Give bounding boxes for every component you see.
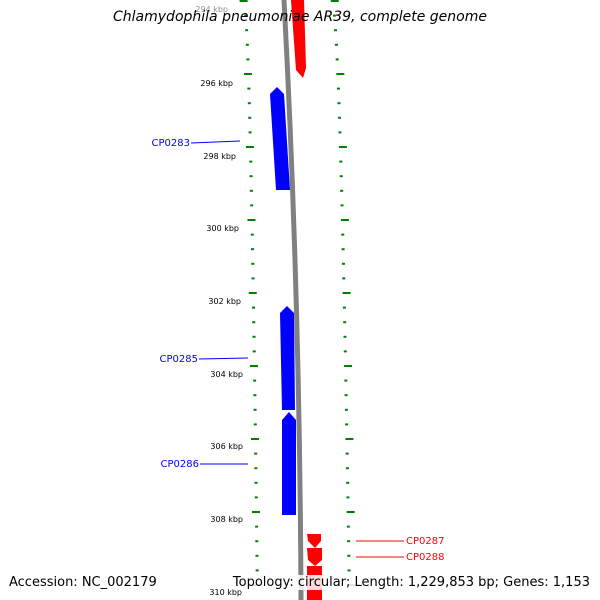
- gene-arrow-cp0286[interactable]: [282, 412, 296, 515]
- position-labels: 294 kbp 296 kbp 298 kbp 300 kbp 302 kbp …: [195, 5, 243, 597]
- kbp-label: 298 kbp: [203, 152, 236, 161]
- kbp-label: 302 kbp: [208, 297, 241, 306]
- leader-line-cp0283: [190, 140, 241, 144]
- kbp-label: 308 kbp: [210, 515, 243, 524]
- reverse-strand-features: [270, 87, 296, 515]
- kbp-label: 306 kbp: [210, 442, 243, 451]
- kbp-label: 300 kbp: [206, 224, 239, 233]
- gene-label-cp0283[interactable]: CP0283: [152, 138, 190, 149]
- gene-label-cp0288[interactable]: CP0288: [406, 552, 444, 563]
- kbp-label: 294 kbp: [195, 5, 228, 14]
- gene-arrow-cp0288[interactable]: [307, 548, 322, 566]
- genome-backbone: [281, 0, 304, 600]
- gene-labels: CP0283 CP0285 CP0286 CP0287 CP0288: [152, 138, 445, 563]
- gene-label-cp0285[interactable]: CP0285: [160, 354, 198, 365]
- kbp-label: 296 kbp: [200, 79, 233, 88]
- genome-summary-label: Topology: circular; Length: 1,229,853 bp…: [232, 575, 590, 590]
- kbp-label: 304 kbp: [210, 370, 243, 379]
- kbp-label: 310 kbp: [209, 588, 242, 597]
- gene-arrow-forward-top[interactable]: [291, 0, 306, 78]
- accession-label: Accession: NC_002179: [9, 575, 157, 590]
- leader-line-cp0285: [198, 357, 249, 360]
- map-title: Chlamydophila pneumoniae AR39, complete …: [113, 9, 487, 25]
- inner-tick-ring: [239, 0, 261, 586]
- gene-label-cp0287[interactable]: CP0287: [406, 536, 444, 547]
- gene-label-cp0286[interactable]: CP0286: [161, 459, 199, 470]
- gene-arrow-cp0285[interactable]: [280, 306, 295, 410]
- gene-arrow-cp0287[interactable]: [307, 534, 321, 548]
- outer-tick-ring: [330, 0, 356, 586]
- gene-label-leaders: [190, 140, 404, 558]
- gene-arrow-cp0283[interactable]: [270, 87, 290, 190]
